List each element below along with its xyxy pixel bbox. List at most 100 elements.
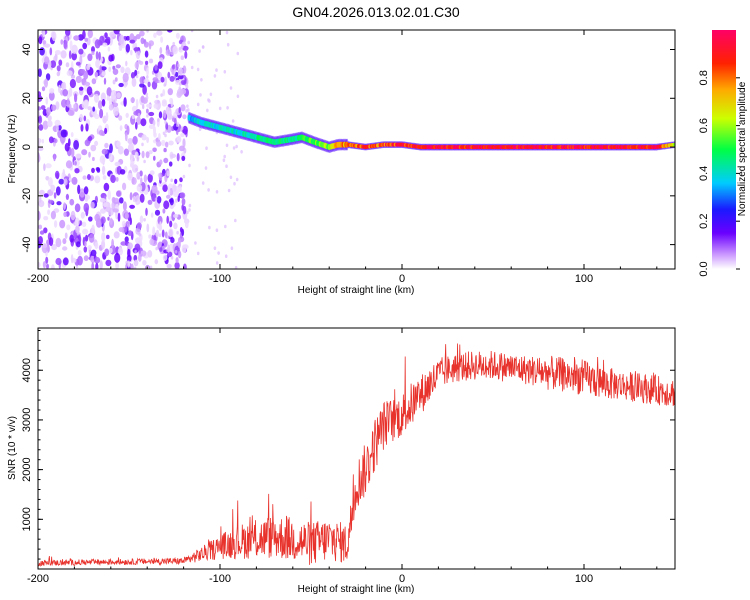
noise-blob [82,228,89,235]
noise-blob [177,75,184,80]
noise-blob [80,124,84,132]
noise-blob [62,169,66,177]
spectrogram-x-tick-label: -100 [209,273,231,285]
noise-blob [38,262,41,268]
noise-blob [87,53,93,62]
noise-blob [138,232,141,237]
noise-blob [188,208,191,212]
noise-blob [100,208,105,214]
noise-blob [91,224,95,235]
noise-blob [167,88,173,96]
snr-x-tick-label: 0 [399,573,405,585]
noise-blob [102,175,107,180]
noise-blob [43,227,48,234]
noise-blob [95,59,100,68]
noise-blob [117,212,121,222]
noise-blob [107,46,111,52]
noise-blob [167,71,171,79]
noise-blob [65,62,70,68]
colorbar-tick-label: 0.6 [698,118,710,133]
noise-blob [176,153,180,162]
noise-blob [91,262,95,269]
noise-blob [51,31,57,42]
noise-blob [157,118,160,122]
colorbar-tick-label: 0.0 [698,261,710,276]
noise-blob [135,34,141,40]
noise-blob [75,61,81,66]
noise-blob [118,44,123,52]
spectrogram-y-tick-label: 20 [21,92,33,104]
noise-blob [235,177,239,182]
noise-blob [138,253,142,262]
snr-x-tick-label: -200 [27,573,49,585]
noise-blob [103,202,108,208]
noise-blob [187,40,190,45]
noise-blob [56,201,62,206]
noise-blob [171,51,174,56]
noise-blob [39,230,45,235]
noise-blob [178,82,182,86]
noise-blob [116,92,121,99]
noise-blob [157,61,163,69]
noise-blob [158,133,161,141]
noise-blob [111,196,116,203]
noise-blob [215,228,219,232]
noise-blob [94,113,100,120]
noise-blob [104,32,108,39]
noise-blob [196,67,200,72]
noise-blob [215,68,218,72]
noise-blob [169,220,173,228]
noise-blob [174,262,180,269]
noise-blob [46,107,51,116]
noise-blob [63,39,68,49]
noise-blob [94,71,99,78]
noise-blob [90,201,95,209]
noise-blob [38,111,41,117]
noise-blob [112,102,119,108]
noise-blob [90,144,97,152]
noise-blob [217,251,220,255]
noise-blob [66,70,73,77]
noise-blob [235,144,238,149]
noise-blob [234,265,238,269]
noise-blob [170,237,175,244]
noise-blob [162,208,166,214]
noise-blob [173,222,178,230]
noise-blob [54,170,60,179]
noise-blob [127,230,133,236]
noise-blob [83,202,90,213]
noise-blob [144,50,149,58]
snr-axes: -200 -100 0 100 1000 2000 3000 4000 [21,328,675,585]
noise-blob [180,45,184,50]
noise-blob [176,135,182,143]
spectrogram-x-tick-label: 0 [399,273,405,285]
noise-blob [140,250,144,255]
noise-blob [159,159,163,165]
noise-blob [135,198,138,202]
noise-blob [181,244,187,253]
noise-blob [70,132,74,138]
noise-blob [129,217,132,226]
noise-blob [99,260,103,269]
noise-blob [146,223,150,233]
noise-blob [78,86,84,91]
noise-blob [145,207,148,216]
noise-blob [70,210,76,221]
noise-blob [175,71,179,78]
noise-blob [87,135,93,142]
noise-blob [47,177,53,187]
noise-blob [84,99,89,108]
noise-blob [112,68,119,75]
noise-blob [149,238,155,246]
snr-panel: -200 -100 0 100 1000 2000 3000 4000 Height of s… [7,327,676,595]
noise-blob [181,198,186,206]
noise-blob [236,94,240,99]
noise-blob [233,181,236,186]
noise-blob [69,78,76,89]
noise-blob [150,212,154,218]
noise-blob [42,40,47,45]
noise-blob [38,210,41,221]
noise-blob [38,236,43,245]
colorbar-tick-label: 0.2 [698,214,710,229]
noise-blob [69,198,75,206]
